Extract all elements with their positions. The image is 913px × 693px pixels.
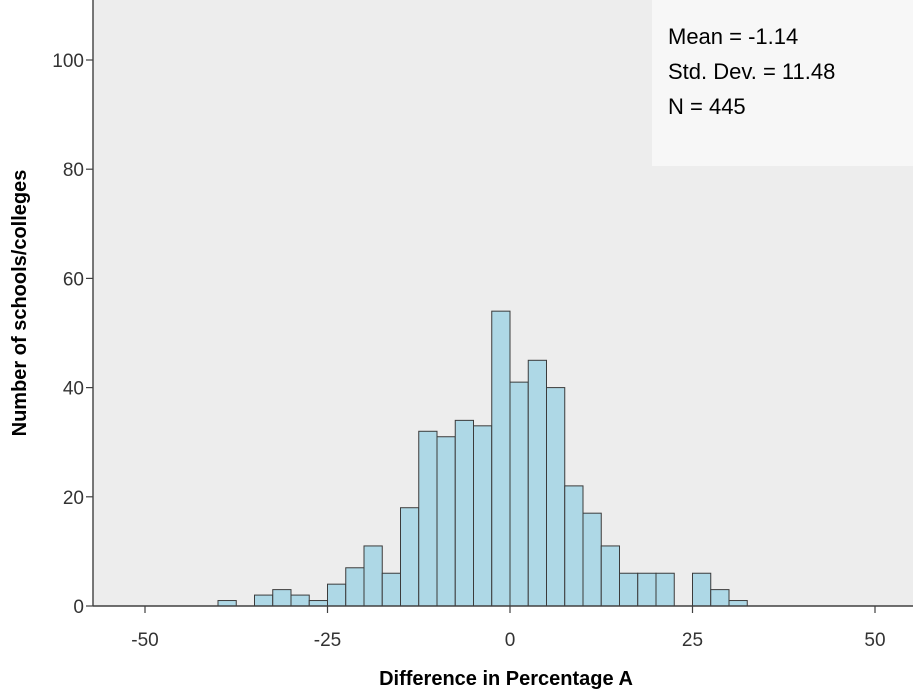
histogram-bar — [710, 589, 730, 607]
x-axis-title: Difference in Percentage A — [379, 668, 633, 690]
stat-mean: Mean = -1.14 — [668, 24, 798, 49]
histogram-bar — [418, 430, 438, 607]
y-tick-label: 60 — [63, 269, 84, 290]
x-tick-label: -25 — [314, 630, 341, 651]
y-tick-label: 100 — [52, 51, 84, 72]
bars-group — [217, 310, 748, 607]
y-tick-label: 20 — [63, 488, 84, 509]
histogram-bar — [363, 545, 383, 607]
histogram-bar — [254, 594, 274, 607]
histogram-bar — [290, 594, 310, 607]
y-tick-label: 0 — [73, 597, 84, 618]
x-tick-label: 0 — [505, 630, 516, 651]
histogram-bar — [400, 507, 420, 607]
histogram-bar — [308, 600, 328, 607]
histogram-bar — [509, 381, 529, 607]
histogram-bar — [728, 600, 748, 607]
histogram-bar — [473, 425, 493, 607]
histogram-bar — [345, 567, 365, 607]
y-tick-label: 40 — [63, 379, 84, 400]
y-tick-label: 80 — [63, 160, 84, 181]
x-tick-label: -50 — [131, 630, 158, 651]
histogram-bar — [491, 310, 511, 607]
y-axis-title: Number of schools/colleges — [9, 170, 31, 437]
histogram-bar — [454, 419, 474, 607]
histogram-bar — [217, 600, 237, 607]
stats-box — [652, 0, 913, 166]
x-tick-label: 25 — [682, 630, 703, 651]
histogram-bar — [637, 572, 657, 607]
histogram-bar — [381, 572, 401, 607]
x-tick-label: 50 — [864, 630, 885, 651]
histogram-bar — [692, 572, 712, 607]
histogram-bar — [327, 583, 347, 607]
x-axis-ticks: -50 -25 0 25 50 — [131, 606, 886, 651]
histogram-bar — [582, 512, 602, 607]
stat-std-dev: Std. Dev. = 11.48 — [668, 59, 835, 84]
histogram-bar — [436, 436, 456, 607]
histogram-bar — [564, 485, 584, 607]
histogram-bar — [546, 387, 566, 607]
histogram-bar — [600, 545, 620, 607]
y-axis-ticks: 0 20 40 60 80 100 — [52, 51, 93, 618]
histogram-bar — [272, 589, 292, 607]
histogram-bar — [527, 359, 547, 607]
stat-n: N = 445 — [668, 94, 746, 119]
histogram-bar — [619, 572, 639, 607]
histogram-bar — [655, 572, 675, 607]
